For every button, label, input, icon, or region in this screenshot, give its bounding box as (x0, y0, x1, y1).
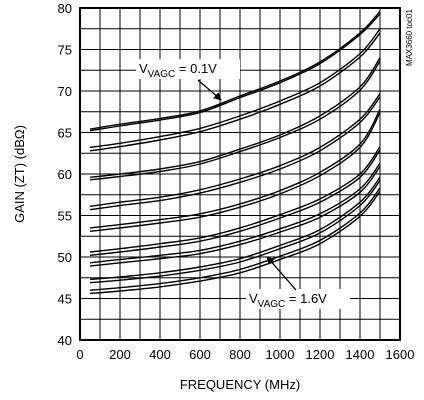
series-line-3 (89, 28, 381, 149)
series-line-14 (89, 166, 381, 267)
series-line-11 (89, 146, 381, 253)
x-axis-title: FREQUENCY (MHz) (180, 377, 300, 392)
annotation-label-1: VVAGC = 0.1V (139, 61, 217, 80)
annotation-background (136, 59, 240, 79)
series-line-15 (89, 176, 381, 281)
series-line-18 (89, 190, 381, 295)
series-line-1 (89, 10, 381, 130)
series-line-6 (89, 60, 381, 181)
annotation-label-2: VVAGC = 1.6V (249, 291, 327, 310)
y-tick-label: 50 (58, 250, 72, 265)
x-tick-labels: 0 200 400 600 800 1000 1200 1400 1600 (76, 347, 414, 362)
series-line-4 (89, 32, 381, 152)
annotations-group: VVAGC = 0.1V VVAGC = 1.6V (136, 59, 350, 310)
figure-code: MAX3660 toc01 (405, 9, 414, 66)
series-line-7 (89, 93, 381, 208)
x-tick-label: 1200 (306, 347, 335, 362)
series-line-2 (89, 13, 381, 132)
x-tick-label: 1000 (266, 347, 295, 362)
series-group (89, 10, 381, 295)
series-line-8 (89, 96, 381, 211)
plot-frame (79, 7, 401, 341)
y-axis-title: GAIN (ZT) (dBΩ) (12, 125, 27, 223)
y-tick-label: 60 (58, 167, 72, 182)
series-line-12 (89, 149, 381, 256)
y-tick-labels: 40 45 50 55 60 65 70 75 80 (58, 1, 72, 348)
series-line-13 (89, 162, 381, 264)
y-tick-label: 80 (58, 1, 72, 16)
x-tick-label: 0 (76, 347, 83, 362)
annotation-arrow-2 (266, 256, 297, 291)
annotation-background (246, 289, 350, 309)
y-tick-label: 65 (58, 126, 72, 141)
y-tick-label: 40 (58, 333, 72, 348)
x-tick-label: 1400 (346, 347, 375, 362)
x-tick-label: 800 (229, 347, 251, 362)
y-tick-label: 45 (58, 292, 72, 307)
x-tick-label: 400 (149, 347, 171, 362)
x-tick-label: 600 (189, 347, 211, 362)
y-tick-label: 75 (58, 43, 72, 58)
y-tick-label: 55 (58, 209, 72, 224)
y-tick-label: 70 (58, 84, 72, 99)
series-line-17 (89, 187, 381, 291)
x-tick-label: 200 (109, 347, 131, 362)
series-line-10 (89, 112, 381, 232)
series-line-9 (89, 108, 381, 229)
x-tick-label: 1600 (386, 347, 415, 362)
annotation-arrow-1 (197, 79, 222, 101)
series-line-16 (89, 180, 381, 284)
series-line-5 (89, 57, 381, 178)
